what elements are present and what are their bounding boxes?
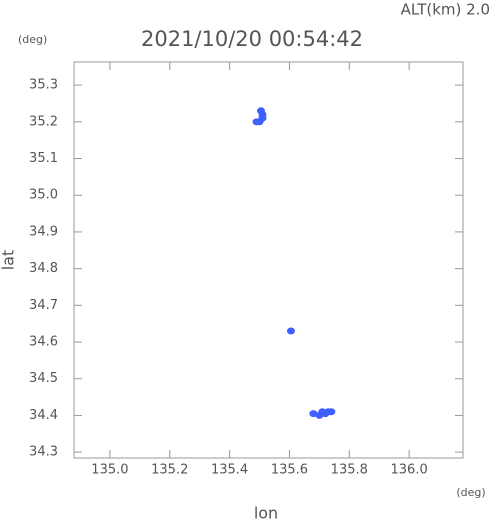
y-tick-label: 34.5 <box>29 371 58 386</box>
y-tick-label: 35.2 <box>29 114 58 129</box>
x-tick-label: 135.0 <box>91 463 128 478</box>
x-axis-label: lon <box>254 504 278 521</box>
x-tick-label: 135.4 <box>211 463 248 478</box>
x-tick-label: 136.0 <box>391 463 428 478</box>
y-tick-label: 35.1 <box>29 151 58 166</box>
x-unit: (deg) <box>456 486 485 499</box>
plot-frame <box>73 61 464 459</box>
y-tick-label: 34.3 <box>29 445 58 460</box>
altitude-label: ALT(km) 2.0 <box>401 1 490 19</box>
echo-point <box>257 107 266 115</box>
y-tick-label: 34.4 <box>29 408 58 423</box>
y-tick-label: 34.6 <box>29 335 58 350</box>
chart-title: 2021/10/20 00:54:42 <box>141 27 363 51</box>
echo-point <box>286 327 295 335</box>
y-tick-label: 35.3 <box>29 78 58 93</box>
y-tick-label: 35.0 <box>29 188 58 203</box>
y-tick-label: 34.7 <box>29 298 58 313</box>
y-unit: (deg) <box>18 33 47 46</box>
y-tick-label: 34.8 <box>29 261 58 276</box>
x-tick-label: 135.8 <box>331 463 368 478</box>
y-axis-label: lat <box>0 250 18 271</box>
y-tick-label: 34.9 <box>29 224 58 239</box>
x-tick-label: 135.2 <box>151 463 188 478</box>
x-tick-label: 135.6 <box>271 463 308 478</box>
echo-point <box>327 408 336 416</box>
